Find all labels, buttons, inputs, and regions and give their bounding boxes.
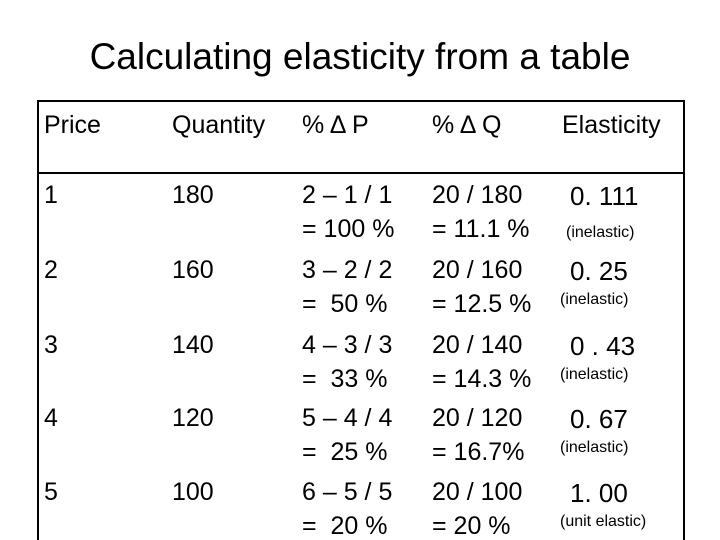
pct-change-q: 20 / 140 xyxy=(432,331,523,359)
elasticity-value: 0 . 43 xyxy=(570,331,636,361)
elasticity-note: (inelastic) xyxy=(566,224,635,241)
title: Calculating elasticity from a table xyxy=(89,36,631,77)
pct-change-p: 4 – 3 / 3 xyxy=(302,331,393,359)
elasticity-value: 0. 25 xyxy=(570,256,628,286)
quantity-cell: 100 xyxy=(172,478,214,506)
pct-change-p: = 100 % xyxy=(302,215,395,243)
pct-change-p: 6 – 5 / 5 xyxy=(302,478,393,506)
pct-change-q: 20 / 160 xyxy=(432,256,523,284)
price-cell: 4 xyxy=(44,404,58,432)
quantity-cell: 140 xyxy=(172,331,214,359)
elasticity-note: (unit elastic) xyxy=(560,513,647,530)
header-rule xyxy=(37,172,685,174)
price-cell: 3 xyxy=(44,331,58,359)
pct-change-p: 5 – 4 / 4 xyxy=(302,404,393,432)
pct-change-q: 20 / 180 xyxy=(432,181,523,209)
header-cell: Elasticity xyxy=(562,111,661,139)
pct-change-p: = 20 % xyxy=(302,512,388,540)
elasticity-value: 1. 00 xyxy=(570,478,628,508)
pct-change-q: = 12.5 % xyxy=(432,290,532,318)
elasticity-note: (inelastic) xyxy=(560,439,629,456)
pct-change-q: 20 / 100 xyxy=(432,478,523,506)
pct-change-q: = 14.3 % xyxy=(432,365,532,393)
header-cell: % Δ P xyxy=(302,111,369,139)
header-cell: Quantity xyxy=(172,111,266,139)
price-cell: 2 xyxy=(44,256,58,284)
quantity-cell: 160 xyxy=(172,256,214,284)
pct-change-q: 20 / 120 xyxy=(432,404,523,432)
price-cell: 5 xyxy=(44,478,58,506)
price-cell: 1 xyxy=(44,181,58,209)
elasticity-value: 0. 67 xyxy=(570,404,628,434)
pct-change-p: = 33 % xyxy=(302,365,388,393)
elasticity-note: (inelastic) xyxy=(560,366,629,383)
pct-change-p: = 50 % xyxy=(302,290,388,318)
quantity-cell: 180 xyxy=(172,181,214,209)
pct-change-p: = 25 % xyxy=(302,438,388,466)
elasticity-value: 0. 111 xyxy=(570,181,639,211)
header-cell: % Δ Q xyxy=(432,111,502,139)
pct-change-p: 2 – 1 / 1 xyxy=(302,181,393,209)
quantity-cell: 120 xyxy=(172,404,214,432)
pct-change-q: = 11.1 % xyxy=(432,215,530,243)
elasticity-note: (inelastic) xyxy=(560,291,629,308)
pct-change-p: 3 – 2 / 2 xyxy=(302,256,393,284)
header-cell: Price xyxy=(44,111,101,139)
table-frame xyxy=(37,100,685,540)
pct-change-q: = 20 % xyxy=(432,512,511,540)
pct-change-q: = 16.7% xyxy=(432,438,525,466)
